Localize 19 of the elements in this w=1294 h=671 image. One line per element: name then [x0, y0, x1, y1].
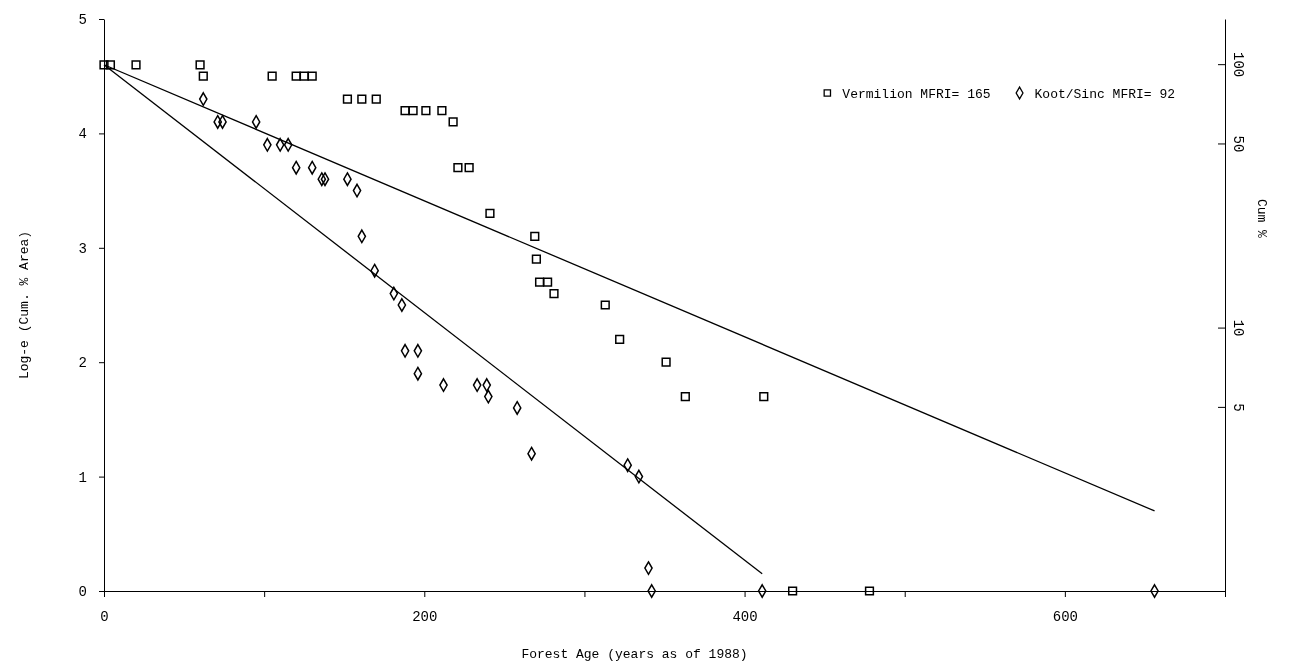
x-tick-label: 200 — [412, 608, 438, 625]
y-tick-label: 4 — [78, 126, 87, 143]
y-tick-label: 0 — [78, 583, 87, 600]
y-tick-label: 1 — [78, 469, 87, 486]
legend-label: Koot/Sinc MFRI= 92 — [1034, 86, 1175, 102]
x-axis-title: Forest Age (years as of 1988) — [521, 647, 748, 662]
y-tick-label: 3 — [78, 240, 87, 257]
x-tick-label: 600 — [1052, 608, 1078, 625]
x-tick-label: 400 — [732, 608, 758, 625]
legend-label: Vermilion MFRI= 165 — [842, 86, 991, 102]
y2-tick-label: 5 — [1230, 403, 1247, 412]
y2-tick-label: 50 — [1230, 135, 1247, 153]
y2-tick-label: 10 — [1230, 319, 1247, 337]
y-tick-label: 2 — [78, 355, 87, 372]
y-tick-label: 5 — [78, 11, 87, 28]
x-tick-label: 0 — [100, 608, 109, 625]
y2-axis-title: Cum % — [1254, 198, 1270, 239]
y2-tick-label: 100 — [1230, 52, 1247, 78]
y-axis-title: Log-e (Cum. % Area) — [17, 230, 32, 380]
